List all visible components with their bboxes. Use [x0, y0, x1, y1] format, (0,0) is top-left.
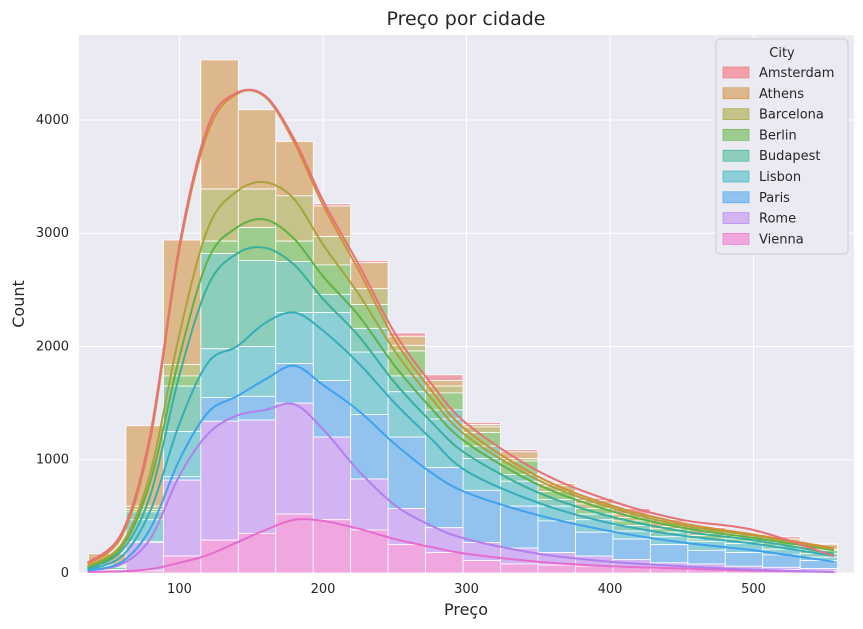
bar-rome: [237, 419, 277, 534]
kde-line-paris: [87, 364, 835, 572]
x-tick-label: 500: [741, 582, 766, 597]
bar-paris: [500, 505, 539, 549]
y-tick-label: 0: [61, 566, 69, 581]
legend-swatch-vienna: [722, 233, 750, 245]
bar-rome: [200, 420, 239, 541]
bar-budapest: [237, 259, 277, 347]
axis-ticks: 100 200 300 400 500 0 1000 2000 3000 4000: [36, 113, 766, 597]
y-tick-label: 1000: [36, 453, 69, 468]
bar-vienna: [462, 560, 501, 574]
kde-line-rome: [87, 402, 834, 573]
x-tick-label: 200: [311, 582, 336, 597]
bar-rome: [350, 478, 389, 531]
stacked-bars: [88, 59, 839, 574]
bar-vienna: [312, 519, 352, 574]
bar-lisbon: [500, 480, 539, 507]
bar-lisbon: [425, 418, 464, 469]
bar-paris: [537, 520, 576, 554]
bar-budapest: [312, 293, 352, 313]
chart-title: Preço por cidade: [386, 8, 545, 30]
legend-label-vienna: Vienna: [759, 232, 804, 247]
legend-swatch-barcelona: [722, 108, 750, 120]
bar-athens: [200, 59, 239, 190]
legend-label-lisbon: Lisbon: [759, 170, 801, 185]
bar-berlin: [275, 240, 314, 262]
bar-paris: [162, 476, 202, 481]
legend-label-berlin: Berlin: [759, 128, 797, 143]
kde-line-budapest: [87, 246, 835, 570]
bar-paris: [687, 549, 726, 565]
kde-line-vienna: [87, 518, 834, 573]
bar-paris: [387, 436, 426, 509]
x-tick-label: 100: [167, 582, 192, 597]
bar-lisbon: [275, 312, 314, 364]
bar-vienna: [575, 565, 614, 574]
legend-swatch-amsterdam: [722, 66, 750, 79]
bar-paris: [724, 552, 764, 567]
bar-berlin: [237, 227, 277, 261]
bar-paris: [649, 544, 689, 564]
kde-line-amsterdam: [86, 88, 835, 564]
bar-amsterdam: [425, 374, 464, 381]
x-tick-label: 300: [454, 582, 479, 597]
legend-label-budapest: Budapest: [759, 149, 821, 164]
bar-vienna: [387, 544, 426, 574]
bar-vienna: [275, 513, 314, 574]
kde-line-lisbon: [87, 311, 835, 571]
x-tick-label: 400: [598, 582, 623, 597]
legend-swatch-paris: [722, 191, 750, 204]
bar-vienna: [425, 552, 464, 574]
kde-line-berlin: [87, 218, 835, 569]
bar-lisbon: [312, 312, 352, 381]
y-tick-label: 3000: [36, 226, 69, 241]
bar-vienna: [537, 564, 576, 574]
bar-paris: [312, 380, 352, 438]
y-tick-label: 4000: [36, 113, 69, 128]
bar-rome: [275, 402, 314, 515]
bar-berlin: [200, 240, 239, 254]
bar-budapest: [200, 253, 239, 350]
legend-label-rome: Rome: [759, 212, 796, 227]
bar-rome: [312, 436, 352, 521]
legend-swatch-berlin: [722, 129, 750, 141]
legend-label-amsterdam: Amsterdam: [759, 66, 834, 81]
bar-vienna: [500, 563, 539, 574]
y-tick-label: 2000: [36, 339, 69, 354]
bar-lisbon: [237, 346, 277, 397]
bar-berlin: [387, 350, 426, 377]
legend-swatch-rome: [722, 212, 750, 224]
legend-swatch-athens: [722, 87, 750, 100]
bar-budapest: [275, 261, 314, 313]
y-axis-label: Count: [9, 280, 28, 328]
bar-vienna: [350, 529, 389, 574]
kde-curves: [86, 88, 835, 573]
bar-berlin: [312, 264, 352, 295]
bar-athens: [237, 109, 277, 190]
legend-swatch-budapest: [722, 149, 750, 162]
legend-swatch-lisbon: [722, 170, 750, 183]
legend-label-athens: Athens: [759, 87, 804, 102]
bar-rome: [162, 479, 202, 557]
legend: City Amsterdam Athens Barcelona Berlin Budap…: [715, 38, 849, 255]
bar-paris: [575, 531, 614, 557]
bar-lisbon: [200, 348, 239, 398]
bar-paris: [425, 467, 464, 529]
x-axis-label: Preço: [444, 600, 488, 619]
kde-line-barcelona: [87, 180, 835, 568]
bar-paris: [612, 538, 651, 560]
bar-amsterdam: [387, 332, 426, 337]
legend-label-barcelona: Barcelona: [759, 108, 824, 123]
legend-title: City: [769, 46, 795, 61]
bar-budapest: [162, 385, 202, 432]
legend-label-paris: Paris: [759, 191, 790, 206]
